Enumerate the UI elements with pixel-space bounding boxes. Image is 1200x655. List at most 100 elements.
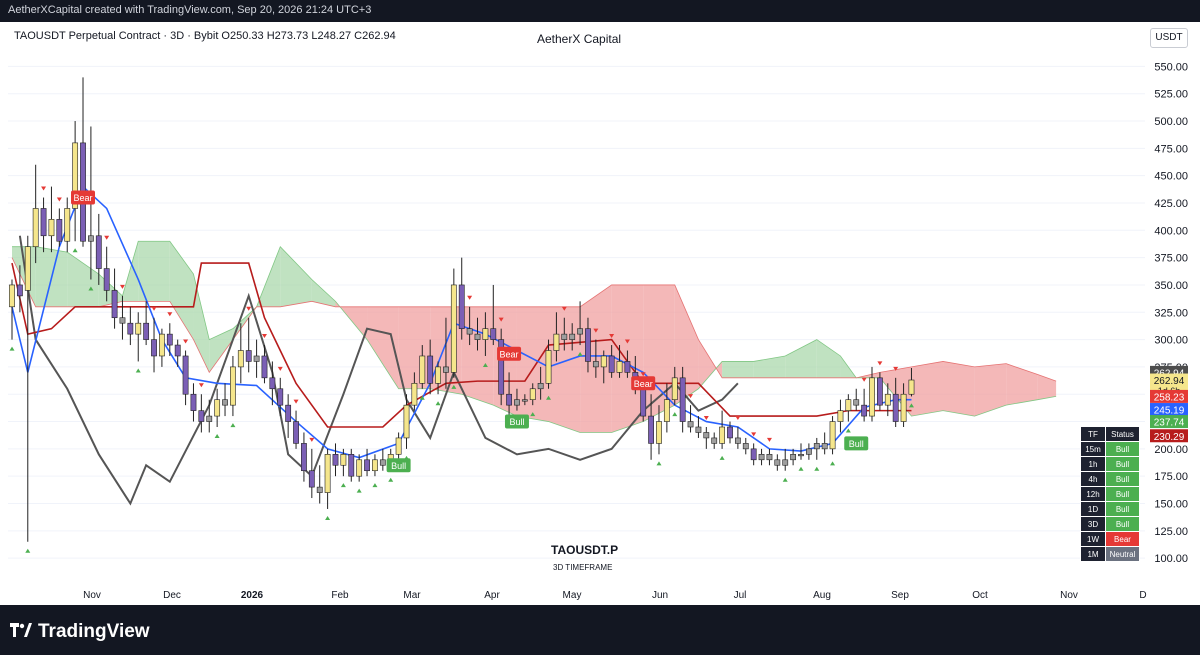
candle-bull (482, 328, 489, 340)
candle-bull (758, 454, 765, 461)
tf-row: 3D Bull (1081, 517, 1139, 531)
price-label: 230.29 (1154, 432, 1185, 443)
candle-bear (640, 388, 647, 417)
symbol-legend[interactable]: TAOUSDT Perpetual Contract · 3D · Bybit … (14, 30, 396, 42)
bull-signal-marker (25, 548, 31, 553)
candle-bull (214, 399, 221, 417)
tf-row: 1W Bear (1081, 532, 1139, 546)
x-axis-tick-label: D (1139, 590, 1146, 601)
candle-bear (151, 339, 157, 357)
bear-signal-marker (119, 284, 125, 289)
tf-row: 4h Bull (1081, 472, 1139, 486)
watermark-timeframe: 3D TIMEFRAME (553, 563, 613, 572)
tradingview-logo-icon (10, 621, 32, 643)
candle-bear (103, 268, 110, 291)
candle-bull (514, 399, 520, 406)
bull-signal-marker (719, 455, 725, 460)
candle-bull (24, 246, 31, 291)
candle-bear (766, 454, 773, 461)
candle-bear (821, 443, 828, 450)
candle-bull (656, 421, 662, 444)
candle-bull (340, 454, 347, 466)
bear-label-box (71, 190, 96, 205)
cloud-bull-segment (785, 339, 817, 378)
candle-bear (474, 333, 481, 340)
status-header: Status (1106, 427, 1139, 441)
candle-bear (285, 404, 292, 422)
candle-bull (9, 284, 15, 308)
bull-signal-marker (88, 286, 94, 291)
bear-signal-marker (751, 432, 757, 437)
tf-cell: 4h (1081, 472, 1105, 486)
y-axis-tick-label: 200.00 (1154, 444, 1188, 456)
cloud-bull-segment (209, 328, 233, 373)
bull-signal-marker (482, 362, 488, 367)
tf-cell: 12h (1081, 487, 1105, 501)
chart-title: AetherX Capital (537, 32, 622, 46)
candle-bear (876, 377, 883, 406)
candle-bull (324, 454, 331, 493)
cloud-bull-segment (722, 361, 754, 378)
tradingview-logo[interactable]: TradingView (10, 621, 150, 643)
y-axis-tick-label: 375.00 (1154, 253, 1188, 265)
bear-signal-marker (593, 328, 599, 333)
candle-bull (356, 459, 363, 477)
bear-signal-marker (640, 372, 646, 377)
bear-label-box (631, 376, 656, 391)
bear-signal-marker (56, 197, 62, 202)
candle-bull (529, 388, 536, 400)
candle-bear (316, 486, 323, 493)
y-axis-tick-label: 425.00 (1154, 198, 1188, 210)
bull-signal-marker (798, 466, 804, 471)
candle-bull (48, 219, 55, 237)
x-axis-tick-label: Jul (734, 590, 747, 601)
candle-bull (88, 235, 94, 242)
cloud-bear-segment (1006, 363, 1038, 406)
candle-bull (553, 333, 560, 351)
candle-bull (372, 459, 378, 472)
candle-bull (900, 393, 907, 422)
candle-bull (32, 208, 39, 248)
cloud-bull-segment (138, 241, 170, 302)
candle-bull (253, 355, 260, 362)
candle-bear (332, 454, 339, 466)
bear-signal-marker (41, 186, 47, 191)
bear-label: Bear (634, 379, 653, 389)
x-axis-tick-label: Sep (891, 590, 909, 601)
cloud-bear-segment (943, 361, 975, 417)
status-cell: Bear (1106, 532, 1139, 546)
candle-bull (135, 322, 142, 335)
bear-label: Bear (74, 193, 93, 203)
candle-bear (711, 437, 718, 444)
candle-bear (608, 355, 615, 373)
candle-bull (569, 333, 576, 340)
bull-label-box (844, 436, 869, 451)
x-axis-tick-label: Nov (83, 590, 101, 601)
bear-signal-marker (167, 312, 173, 317)
y-axis-tick-label: 400.00 (1154, 225, 1188, 237)
candle-bear (443, 366, 449, 373)
tf-cell: 1D (1081, 502, 1105, 516)
candle-bear (348, 454, 355, 477)
y-axis-tick-label: 325.00 (1154, 307, 1188, 319)
candle-bull (798, 454, 804, 457)
candle-bull (450, 284, 457, 373)
candle-bear (143, 322, 150, 340)
candle-bear (174, 344, 181, 357)
bull-signal-marker (388, 477, 394, 482)
candle-bear (261, 355, 268, 379)
candle-bull (206, 415, 213, 422)
tf-cell: 15m (1081, 442, 1105, 456)
bull-signal-marker (419, 395, 425, 400)
x-axis-tick-label: May (563, 590, 582, 601)
candle-bull (845, 399, 852, 411)
status-cell: Neutral (1106, 547, 1139, 561)
candle-bull (237, 350, 244, 368)
currency-button[interactable]: USDT (1150, 28, 1188, 48)
bull-signal-marker (72, 248, 78, 253)
bear-signal-marker (498, 317, 504, 322)
bull-signal-marker (830, 461, 836, 466)
bull-signal-marker (672, 412, 678, 417)
tradingview-brand: TradingView (38, 621, 150, 643)
